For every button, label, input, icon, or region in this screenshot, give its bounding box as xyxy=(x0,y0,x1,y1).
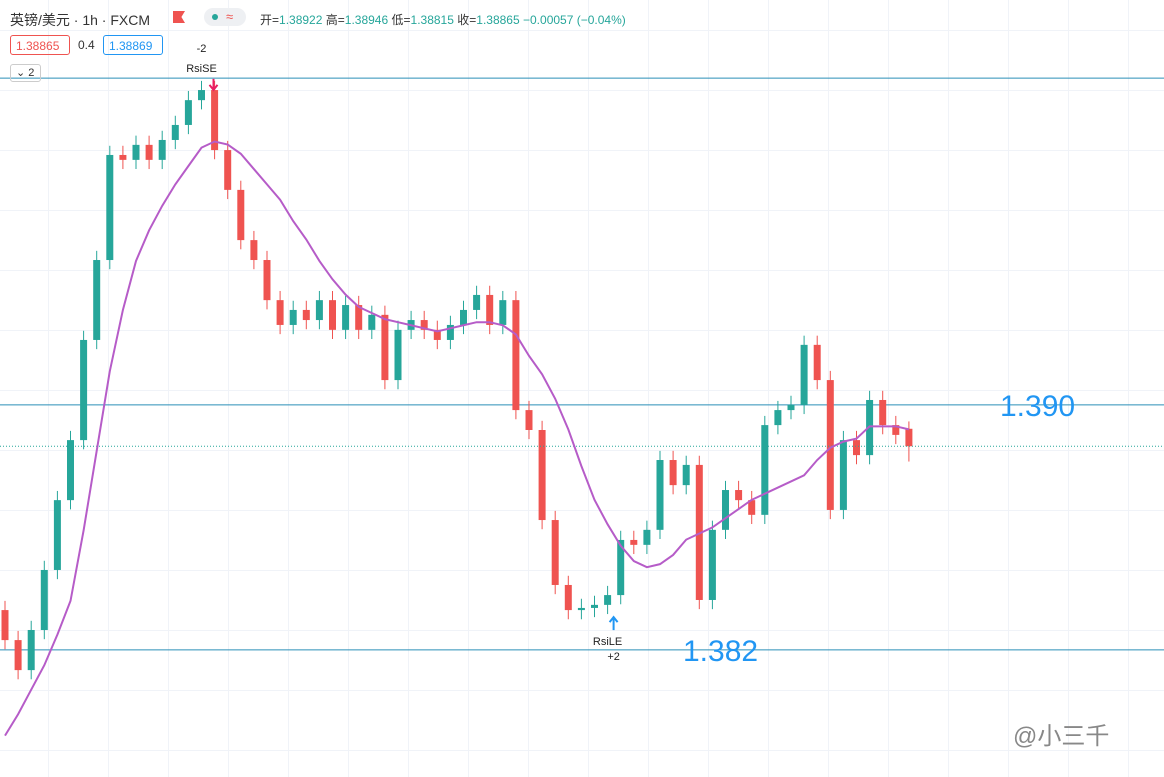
symbol: 英镑/美元 · 1h · FXCM xyxy=(10,12,151,28)
signal-qty: +2 xyxy=(607,651,620,663)
candle-body xyxy=(525,410,533,430)
candle-body xyxy=(171,124,179,140)
candle-body xyxy=(132,144,140,160)
candle-body xyxy=(93,260,101,340)
candle-body xyxy=(630,539,638,545)
signal-arrow xyxy=(208,78,219,92)
candle-body xyxy=(276,300,284,325)
candle-body xyxy=(708,529,716,600)
candle-body xyxy=(499,300,507,325)
high-label: 高= xyxy=(325,13,345,27)
candle-body xyxy=(394,329,402,381)
status-pill[interactable]: ≈ xyxy=(204,8,246,26)
candle-body xyxy=(368,314,376,330)
candle-body xyxy=(460,309,467,325)
candle-body xyxy=(722,490,729,530)
candle-body xyxy=(224,150,232,190)
buy-price[interactable]: 1.38869 xyxy=(103,35,163,55)
signal-label: RsiSE xyxy=(186,63,217,75)
candle-body xyxy=(551,520,559,585)
candle-body xyxy=(617,539,625,596)
candle-body xyxy=(735,490,743,501)
candle-body xyxy=(656,460,664,530)
flag-icon[interactable] xyxy=(173,11,185,23)
candle-body xyxy=(892,425,900,435)
candle-body xyxy=(643,529,651,545)
moving-average xyxy=(4,140,910,737)
candle-body xyxy=(250,240,258,261)
candle-body xyxy=(761,425,769,515)
open-label: 开= xyxy=(260,13,280,27)
candle-body xyxy=(774,410,782,426)
close-label: 收= xyxy=(457,13,477,27)
candle-body xyxy=(237,189,245,241)
collapse-count: 2 xyxy=(28,67,35,79)
candle-body xyxy=(512,300,520,411)
candle-body xyxy=(564,584,572,611)
candle-body xyxy=(40,569,48,630)
spread: 0.4 xyxy=(78,38,95,52)
sell-price[interactable]: 1.38865 xyxy=(10,35,70,55)
candle-body xyxy=(682,464,690,486)
open-value: 1.38922 xyxy=(279,13,323,27)
candle-body xyxy=(381,314,389,381)
candle-body xyxy=(158,139,166,160)
candle-body xyxy=(329,300,336,330)
signal-label: RsiLE xyxy=(593,636,622,648)
candle-body xyxy=(853,440,860,456)
candle-body xyxy=(342,305,350,330)
ohlc: 开=1.38922 高=1.38946 低=1.38815 收=1.38865 … xyxy=(260,11,626,28)
candle-body xyxy=(800,344,808,405)
candle-body xyxy=(473,294,481,310)
candle-body xyxy=(879,399,887,426)
low-label: 低= xyxy=(391,13,411,27)
high-value: 1.38946 xyxy=(344,13,389,27)
candle-body xyxy=(604,595,612,605)
signal-arrow xyxy=(608,615,619,631)
candle-body xyxy=(420,320,428,330)
candle-body xyxy=(184,100,192,125)
candle-body xyxy=(145,144,153,160)
change: −0.00057 (−0.04%) xyxy=(523,13,626,27)
candle-body xyxy=(787,404,795,411)
candle-body xyxy=(106,154,114,261)
candle-body xyxy=(80,339,88,441)
candle-body xyxy=(905,428,913,447)
signal-qty: -2 xyxy=(197,43,207,55)
candle-body xyxy=(67,440,74,501)
candle-body xyxy=(355,305,363,330)
candle-body xyxy=(289,309,297,325)
candle-body xyxy=(211,90,219,151)
candle-body xyxy=(433,329,441,340)
candle-body xyxy=(302,309,310,321)
candle-body xyxy=(826,380,834,510)
candle-body xyxy=(53,500,61,570)
candle-body xyxy=(748,500,756,515)
candle-body xyxy=(315,300,323,321)
candle-body xyxy=(263,260,271,301)
candle-body xyxy=(14,640,22,671)
close-value: 1.38865 xyxy=(476,13,520,27)
candle-body xyxy=(577,607,585,611)
candle-body xyxy=(538,429,546,521)
candle-body xyxy=(486,294,494,325)
candle-body xyxy=(27,629,35,671)
collapse-button[interactable]: ⌄ 2 xyxy=(10,64,41,82)
candle-body xyxy=(839,440,847,510)
candle-body xyxy=(119,154,127,160)
candle-body xyxy=(813,344,821,381)
line-label: 1.390 xyxy=(1000,390,1075,423)
candle-body xyxy=(591,604,598,608)
line-label: 1.382 xyxy=(683,635,758,668)
candle-body xyxy=(1,610,9,641)
candle-body xyxy=(446,324,454,340)
candle-body xyxy=(198,90,205,101)
watermark: @小三千 xyxy=(1013,723,1110,750)
low-value: 1.38815 xyxy=(410,13,454,27)
candle-body xyxy=(669,460,677,486)
